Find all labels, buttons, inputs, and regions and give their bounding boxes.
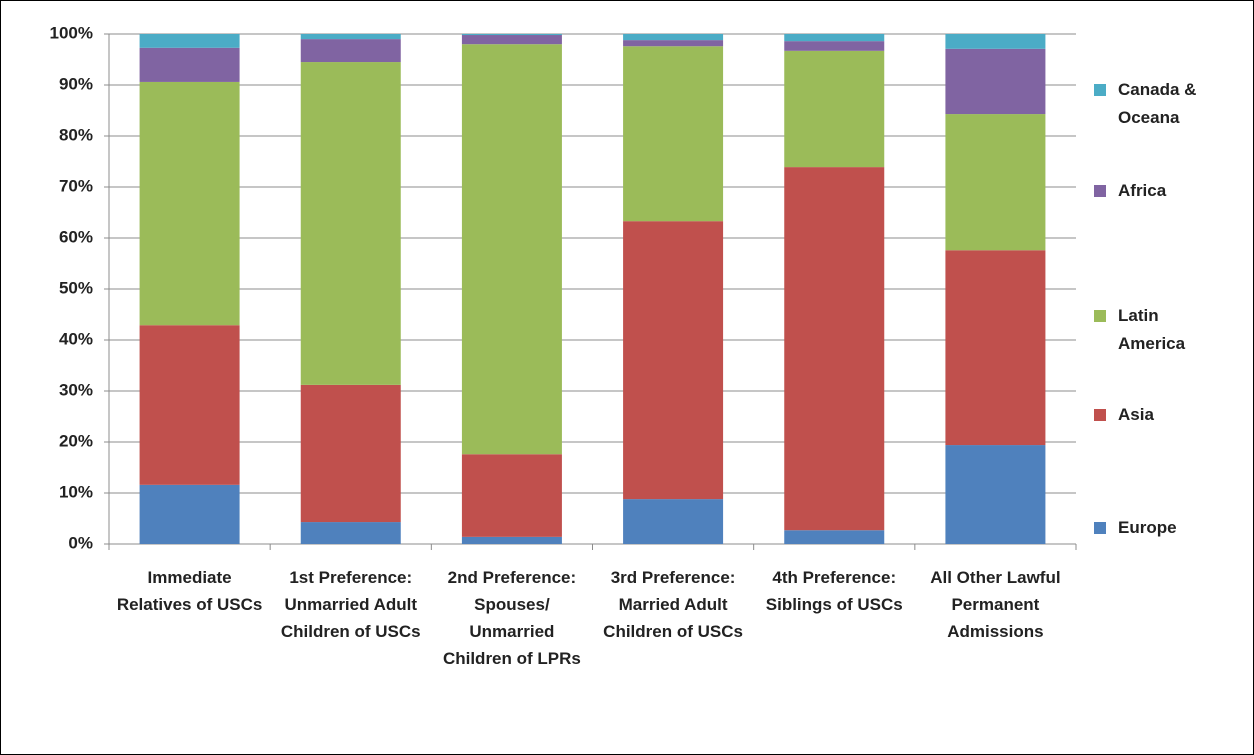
- x-tick-label: All Other Lawful Permanent Admissions: [930, 568, 1061, 641]
- bar-segment: [623, 40, 724, 47]
- legend-swatch: [1094, 409, 1106, 421]
- y-tick-label: 60%: [59, 227, 93, 246]
- x-tick-label: 3rd Preference: Married Adult Children o…: [603, 568, 743, 641]
- y-tick-label: 80%: [59, 125, 93, 144]
- y-tick-label: 50%: [59, 278, 93, 297]
- bar-segment: [784, 34, 885, 42]
- y-tick-label: 20%: [59, 431, 93, 450]
- bar-segment: [300, 522, 401, 544]
- bar-segment: [300, 62, 401, 385]
- y-tick-label: 10%: [59, 482, 93, 501]
- x-tick-label: 4th Preference: Siblings of USCs: [765, 568, 903, 614]
- bar-segment: [623, 221, 724, 500]
- bar-segment: [461, 44, 562, 455]
- bar-segment: [945, 114, 1046, 251]
- legend-swatch: [1094, 310, 1106, 322]
- legend-swatch: [1094, 185, 1106, 197]
- bar-segment: [945, 445, 1046, 544]
- bar-segment: [784, 50, 885, 168]
- bar-segment: [300, 34, 401, 40]
- bar-segment: [139, 484, 240, 544]
- legend-label: Asia: [1118, 405, 1154, 424]
- bar-segment: [784, 167, 885, 531]
- bar-segment: [139, 34, 240, 48]
- y-tick-label: 30%: [59, 380, 93, 399]
- bar-segment: [945, 250, 1046, 446]
- legend-label: Africa: [1118, 181, 1167, 200]
- bar-segment: [139, 81, 240, 326]
- legend-label: Canada & Oceana: [1118, 80, 1197, 127]
- bar-segment: [784, 530, 885, 544]
- bar-segment: [623, 46, 724, 222]
- bar-segment: [623, 499, 724, 544]
- bar-segment: [945, 48, 1046, 115]
- bar-segment: [139, 47, 240, 82]
- legend-label: Latin America: [1118, 306, 1186, 353]
- legend-swatch: [1094, 84, 1106, 96]
- y-tick-label: 100%: [50, 23, 93, 42]
- y-tick-label: 0%: [68, 533, 93, 552]
- bar-segment: [945, 34, 1046, 49]
- y-tick-label: 70%: [59, 176, 93, 195]
- legend-swatch: [1094, 522, 1106, 534]
- bar-segment: [139, 325, 240, 485]
- bar-segment: [461, 35, 562, 45]
- legend-label: Europe: [1118, 518, 1177, 537]
- y-tick-label: 40%: [59, 329, 93, 348]
- bar-segment: [461, 34, 562, 36]
- bar-segment: [461, 454, 562, 537]
- y-tick-label: 90%: [59, 74, 93, 93]
- bar-segment: [784, 41, 885, 51]
- bar-segment: [623, 34, 724, 41]
- bar-segment: [461, 536, 562, 544]
- x-tick-label: Immediate Relatives of USCs: [116, 568, 263, 614]
- bar-segment: [300, 384, 401, 523]
- x-tick-label: 1st Preference: Unmarried Adult Children…: [280, 568, 421, 641]
- bar-segment: [300, 39, 401, 63]
- x-tick-label: 2nd Preference: Spouses/ Unmarried Child…: [442, 568, 581, 668]
